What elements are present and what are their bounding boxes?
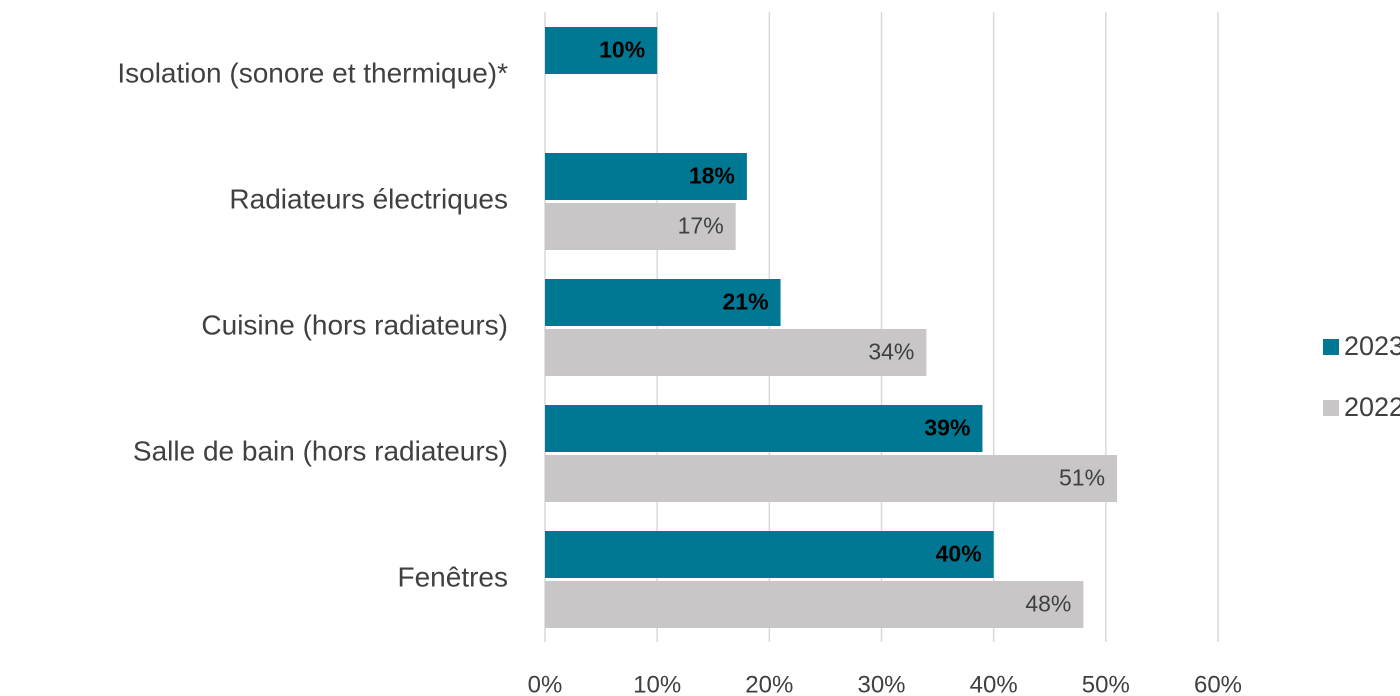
bar [545, 27, 658, 74]
bar [545, 581, 1084, 628]
bar [545, 153, 747, 200]
bar [545, 531, 994, 578]
data-label: 34% [868, 339, 914, 365]
category-label: Isolation (sonore et thermique)* [117, 57, 508, 88]
data-label: 39% [924, 415, 970, 441]
category-label: Cuisine (hors radiateurs) [201, 309, 508, 340]
data-label: 17% [678, 213, 724, 239]
x-tick-label: 20% [745, 671, 793, 696]
x-tick-label: 60% [1194, 671, 1242, 696]
data-label: 48% [1025, 591, 1071, 617]
data-label: 40% [936, 541, 982, 567]
bar [545, 329, 927, 376]
category-label: Salle de bain (hors radiateurs) [133, 435, 508, 466]
bar [545, 405, 983, 452]
legend-swatch [1323, 400, 1339, 416]
data-label: 10% [599, 37, 645, 63]
legend-swatch [1323, 339, 1339, 355]
data-label: 51% [1059, 465, 1105, 491]
category-label: Radiateurs électriques [229, 183, 508, 214]
x-tick-label: 50% [1082, 671, 1130, 696]
data-label: 21% [723, 289, 769, 315]
x-tick-label: 10% [633, 671, 681, 696]
data-label: 18% [689, 163, 735, 189]
bar [545, 203, 736, 250]
x-tick-label: 30% [857, 671, 905, 696]
bar [545, 279, 781, 326]
x-tick-label: 0% [528, 671, 563, 696]
x-tick-label: 40% [970, 671, 1018, 696]
legend-label: 2023 [1344, 331, 1400, 361]
category-label: Fenêtres [398, 561, 509, 592]
bar [545, 455, 1118, 502]
legend-label: 2022 [1344, 392, 1400, 422]
